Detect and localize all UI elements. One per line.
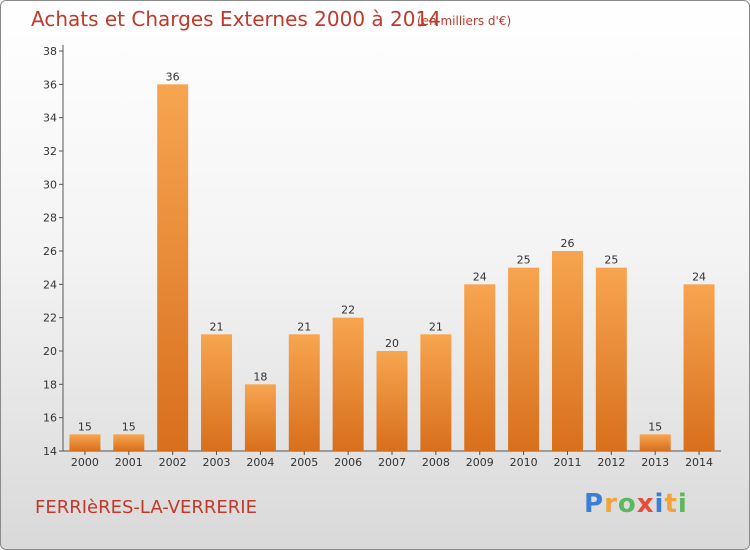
data-label-2007: 20: [385, 337, 399, 350]
bar-2001: [113, 434, 145, 451]
data-label-2010: 25: [517, 254, 531, 267]
chart-subtitle: (en milliers d'€): [417, 14, 512, 28]
y-tick-label: 24: [43, 278, 57, 291]
x-tick-label-2012: 2012: [597, 456, 625, 469]
x-tick-label-2006: 2006: [334, 456, 362, 469]
bar-2013: [639, 434, 671, 451]
x-tick-label-2005: 2005: [290, 456, 318, 469]
x-tick-label-2013: 2013: [641, 456, 669, 469]
logo-letter: o: [617, 489, 637, 519]
y-tick-label: 14: [43, 445, 57, 458]
bar-2005: [288, 334, 320, 451]
bar-2007: [376, 351, 408, 451]
y-tick-label: 32: [43, 145, 57, 158]
data-label-2003: 21: [210, 320, 224, 333]
y-tick-label: 18: [43, 378, 57, 391]
x-tick-label-2011: 2011: [553, 456, 581, 469]
y-tick-label: 34: [43, 112, 57, 125]
logo-letter: x: [636, 489, 655, 519]
y-tick-label: 26: [43, 245, 57, 258]
y-tick-label: 38: [43, 45, 57, 58]
x-tick-label-2004: 2004: [246, 456, 274, 469]
data-label-2012: 25: [604, 254, 618, 267]
x-tick-label-2002: 2002: [159, 456, 187, 469]
x-tick-label-2000: 2000: [71, 456, 99, 469]
bar-2004: [244, 384, 276, 451]
proxiti-logo: Proxiti: [584, 489, 688, 519]
bar-2014: [683, 284, 715, 451]
x-tick-label-2009: 2009: [466, 456, 494, 469]
bar-2003: [201, 334, 233, 451]
bar-2011: [551, 251, 583, 451]
data-label-2011: 26: [560, 237, 574, 250]
x-tick-label-2003: 2003: [203, 456, 231, 469]
logo-letter: i: [654, 489, 665, 519]
y-tick-label: 30: [43, 178, 57, 191]
y-tick-label: 36: [43, 78, 57, 91]
bar-2006: [332, 317, 364, 451]
bar-2000: [69, 434, 101, 451]
bar-2009: [464, 284, 496, 451]
y-tick-label: 16: [43, 412, 57, 425]
logo-letter: P: [584, 489, 605, 519]
logo-letter: t: [664, 489, 678, 519]
x-tick-label-2008: 2008: [422, 456, 450, 469]
x-tick-label-2014: 2014: [685, 456, 713, 469]
chart-title: Achats et Charges Externes 2000 à 2014: [31, 7, 441, 31]
data-label-2013: 15: [648, 420, 662, 433]
y-tick-label: 22: [43, 312, 57, 325]
bar-2008: [420, 334, 452, 451]
x-tick-label-2001: 2001: [115, 456, 143, 469]
y-tick-label: 28: [43, 212, 57, 225]
data-label-2004: 18: [253, 370, 267, 383]
commune-name: FERRIèRES-LA-VERRERIE: [35, 497, 257, 518]
bar-2002: [157, 84, 189, 451]
data-label-2002: 36: [166, 70, 180, 83]
bar-2010: [508, 267, 540, 451]
x-tick-label-2007: 2007: [378, 456, 406, 469]
data-label-2006: 22: [341, 304, 355, 317]
data-label-2005: 21: [297, 320, 311, 333]
logo-letter: i: [677, 489, 688, 519]
x-tick-label-2010: 2010: [510, 456, 538, 469]
y-tick-label: 20: [43, 345, 57, 358]
bar-2012: [595, 267, 627, 451]
data-label-2009: 24: [473, 270, 487, 283]
data-label-2008: 21: [429, 320, 443, 333]
data-label-2000: 15: [78, 420, 92, 433]
data-label-2001: 15: [122, 420, 136, 433]
data-label-2014: 24: [692, 270, 706, 283]
logo-letter: r: [604, 489, 618, 519]
